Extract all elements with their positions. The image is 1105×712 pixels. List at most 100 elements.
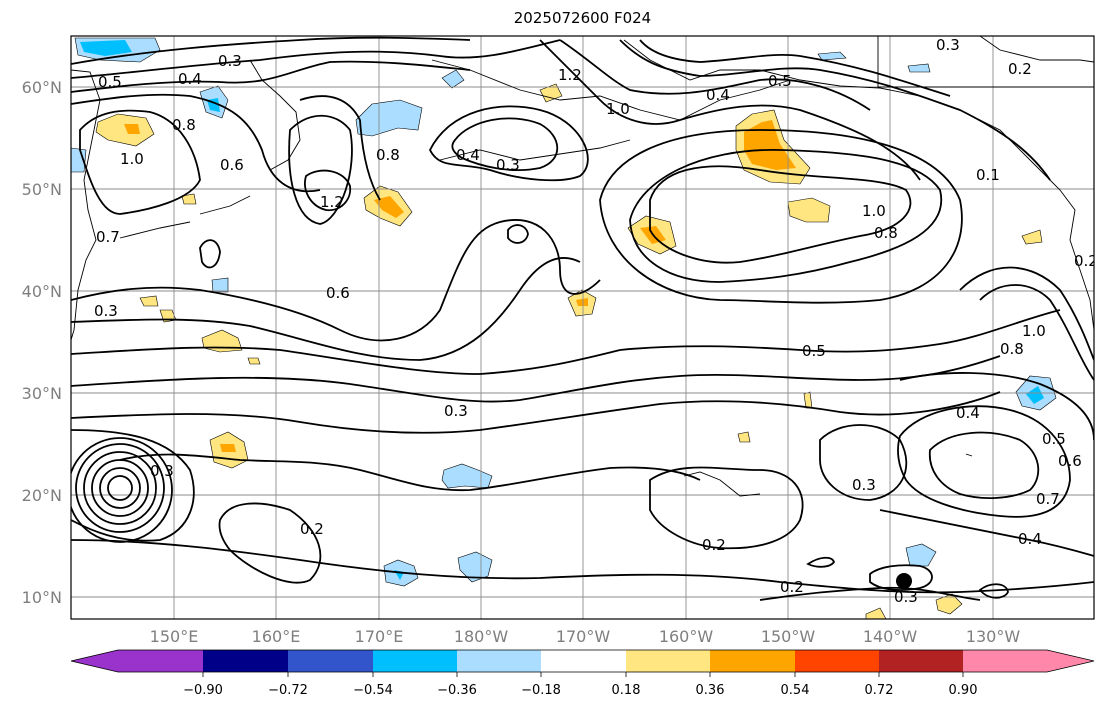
shade-orange [374,196,404,218]
lat-label: 60°N [22,78,62,97]
contour-label: 0.3 [218,52,242,70]
longitude-labels: 150°E 160°E 170°E 180°W 170°W 160°W 150°… [150,627,1021,646]
shade-yellow [95,113,155,147]
colorbar-tick-label: 0.90 [949,683,978,698]
colorbar-tick-label: 0.72 [865,683,894,698]
colorbar-tick-label: 0.18 [612,683,641,698]
shade-orange [124,124,140,134]
contour-label: 0.4 [178,70,202,88]
colorbar-outline [70,649,1095,673]
contour-label: 1.0 [862,202,886,220]
shade-orange [576,298,588,306]
colorbar-bin [457,650,541,672]
contour-label: 0.3 [444,402,468,420]
contour-label: 0.2 [300,520,324,538]
contour-label: 0.6 [326,284,350,302]
lat-label: 40°N [22,282,62,301]
contour-label: 0.3 [894,588,918,606]
contour-label: 0.2 [780,578,804,596]
colorbar-bin [373,650,457,672]
contour-lines [71,36,1094,601]
colorbar-bin [879,650,963,672]
shade-yellow [787,197,831,223]
shade-blue [211,277,229,293]
contour-label: 0.2 [702,536,726,554]
map-title: 2025072600 F024 [513,9,652,27]
colorbar-tick-label: −0.90 [183,683,223,698]
contour-label: 0.5 [768,72,792,90]
lon-label: 130°W [966,627,1021,646]
shade-yellow [247,357,261,365]
contour-label: 1.0 [606,100,630,118]
shade-cyan [80,40,132,56]
colorbar-bin [288,650,373,672]
lon-label: 140°W [863,627,918,646]
contour-label: 0.7 [1036,490,1060,508]
contour-label: 0.3 [852,476,876,494]
contour-label: 0.5 [98,73,122,91]
lon-label: 160°E [252,627,301,646]
lat-label: 20°N [22,486,62,505]
shade-orange [220,444,236,452]
contour-label: 1.2 [320,193,344,211]
lon-label: 160°W [659,627,714,646]
contour-label: 0.3 [150,462,174,480]
contour-label: 0.3 [496,156,520,174]
shade-blue [457,551,493,583]
contour-label: 0.8 [874,224,898,242]
shade-cyan [1026,386,1044,404]
colorbar-bin [710,650,795,672]
contour-labels: 0.3 0.4 0.5 0.8 1.0 0.6 1.2 0.4 0.3 1.2 … [94,36,1098,606]
colorbar-bin [626,650,710,672]
contour-label: 0.4 [1018,530,1042,548]
lon-label: 150°W [761,627,816,646]
contour-label: 0.8 [1000,340,1024,358]
shade-yellow [181,193,197,205]
contour-label: 0.3 [94,302,118,320]
shade-yellow [1021,229,1043,245]
colorbar-min-extend [71,650,118,672]
lat-label: 10°N [22,588,62,607]
colorbar-bin [541,650,626,672]
lat-label: 30°N [22,384,62,403]
contour-label: 1.0 [120,150,144,168]
colorbar-bin [118,650,203,672]
contour-label: 1.0 [1022,322,1046,340]
shade-blue [817,51,847,61]
shade-orange [744,120,796,170]
lon-label: 180°W [454,627,509,646]
latitude-labels: 60°N 50°N 40°N 30°N 20°N 10°N [22,78,62,607]
tropical-cyclone-contours [71,437,173,543]
contour-label: 0.1 [976,166,1000,184]
colorbar-bin [795,650,879,672]
lon-label: 150°E [150,627,199,646]
contour-label: 0.7 [96,228,120,246]
shade-yellow [737,431,751,443]
contour-label: 0.6 [220,156,244,174]
contour-label: 0.6 [1058,452,1082,470]
shade-blue [441,69,465,89]
colorbar: −0.90 −0.72 −0.54 −0.36 −0.18 0.18 0.36 … [70,649,1095,698]
shade-blue [905,543,937,567]
contour-label: 1.2 [558,66,582,84]
contour-label: 0.2 [1008,60,1032,78]
colorbar-bin [203,650,288,672]
colorbar-tick-label: −0.54 [353,683,393,698]
lat-label: 50°N [22,180,62,199]
contour-label: 0.5 [802,342,826,360]
shade-blue [907,63,931,73]
colorbar-tick-label: −0.18 [521,683,561,698]
shade-yellow [865,607,887,619]
contour-label: 0.3 [936,36,960,54]
lon-label: 170°E [355,627,404,646]
shade-yellow [539,83,563,103]
map-area [71,36,1094,619]
lon-label: 170°W [556,627,611,646]
colorbar-tick-label: 0.54 [781,683,810,698]
colorbar-max-extend [1047,650,1094,672]
contour-label: 0.2 [1074,252,1098,270]
contour-label: 0.4 [956,404,980,422]
contour-label: 0.8 [376,146,400,164]
storm-center-dot [896,573,912,589]
